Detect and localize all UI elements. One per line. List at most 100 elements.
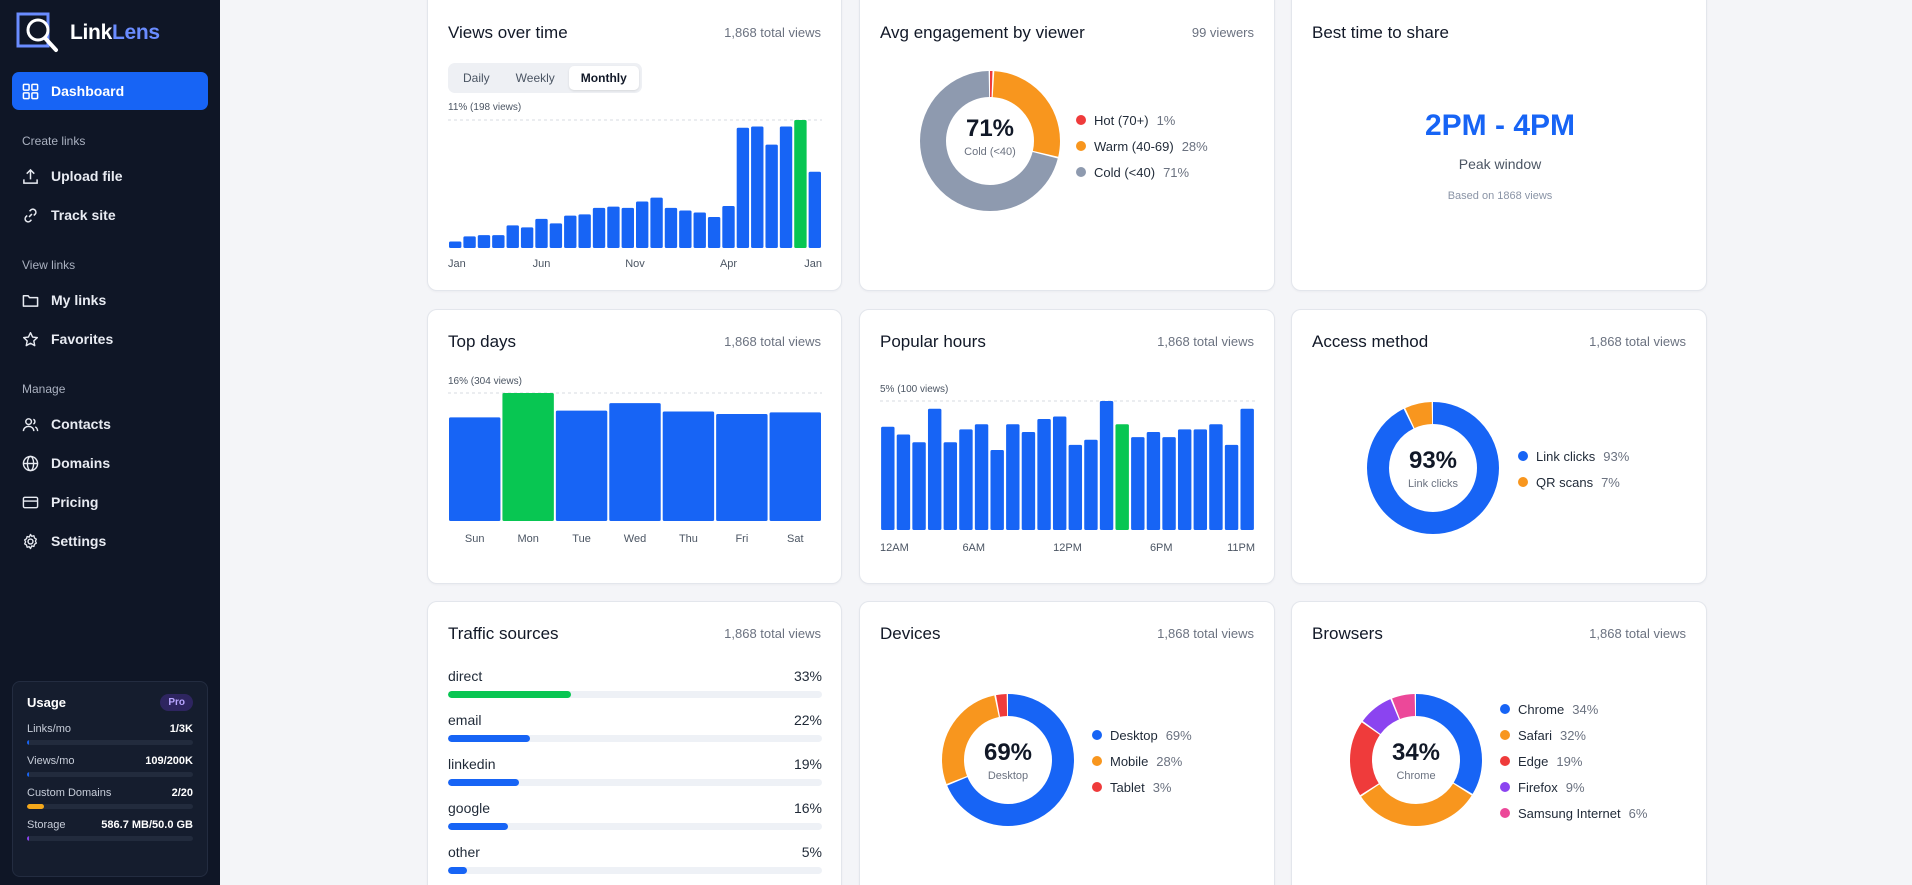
bar[interactable]	[1209, 424, 1223, 530]
traffic-source-row[interactable]: google 16%	[448, 800, 822, 830]
bar[interactable]	[650, 197, 663, 248]
bar[interactable]	[520, 227, 534, 248]
bar[interactable]	[502, 393, 554, 521]
bar[interactable]	[449, 417, 501, 521]
bar[interactable]	[1037, 419, 1051, 530]
bar[interactable]	[463, 236, 476, 248]
bar[interactable]	[1224, 444, 1239, 530]
bar[interactable]	[751, 126, 764, 248]
bar[interactable]	[974, 424, 989, 530]
bar[interactable]	[1006, 424, 1020, 530]
traffic-source-row[interactable]: direct 33%	[448, 668, 822, 698]
donut-slice[interactable]	[942, 694, 1074, 826]
bar[interactable]	[722, 205, 735, 248]
sidebar-item-contacts[interactable]: Contacts	[12, 405, 208, 443]
bar[interactable]	[1240, 408, 1254, 530]
bar[interactable]	[1099, 401, 1114, 530]
bar[interactable]	[477, 235, 491, 248]
donut-slice[interactable]	[1367, 402, 1499, 534]
donut-slice[interactable]	[1350, 694, 1482, 826]
legend-item[interactable]: Tablet 3%	[1092, 774, 1192, 800]
tab-monthly[interactable]: Monthly	[568, 66, 639, 90]
bar[interactable]	[564, 215, 577, 248]
legend-item[interactable]: Warm (40-69) 28%	[1076, 133, 1208, 159]
legend-item[interactable]: Cold (<40) 71%	[1076, 159, 1208, 185]
sidebar-item-favorites[interactable]: Favorites	[12, 320, 208, 358]
donut-slice[interactable]	[920, 71, 1060, 211]
bar[interactable]	[662, 411, 715, 521]
sidebar-item-pricing[interactable]: Pricing	[12, 483, 208, 521]
bar[interactable]	[592, 207, 606, 248]
donut-slice[interactable]	[942, 694, 1074, 826]
bar[interactable]	[927, 408, 942, 530]
bar[interactable]	[1193, 429, 1208, 530]
bar[interactable]	[449, 241, 462, 248]
sidebar-item-track-site[interactable]: Track site	[12, 196, 208, 234]
bar[interactable]	[549, 223, 563, 248]
bar[interactable]	[1052, 416, 1067, 530]
bar[interactable]	[1068, 444, 1083, 530]
tab-weekly[interactable]: Weekly	[515, 71, 555, 85]
bar[interactable]	[959, 429, 973, 530]
bar[interactable]	[736, 127, 750, 248]
bar[interactable]	[609, 403, 661, 521]
bar[interactable]	[716, 414, 768, 521]
bar[interactable]	[621, 207, 634, 248]
legend-item[interactable]: QR scans 7%	[1518, 469, 1629, 495]
bar[interactable]	[535, 218, 548, 248]
bar[interactable]	[578, 214, 591, 248]
traffic-source-row[interactable]: email 22%	[448, 712, 822, 742]
legend-item[interactable]: Firefox 9%	[1500, 774, 1647, 800]
bar[interactable]	[1115, 424, 1129, 530]
sidebar-item-upload-file[interactable]: Upload file	[12, 157, 208, 195]
tab-daily[interactable]: Daily	[463, 71, 490, 85]
bar[interactable]	[779, 126, 793, 248]
bar[interactable]	[990, 450, 1004, 530]
bar[interactable]	[693, 212, 706, 248]
bar[interactable]	[607, 206, 620, 248]
bar[interactable]	[765, 144, 778, 248]
bar[interactable]	[881, 426, 895, 530]
app-logo[interactable]: LinkLens	[16, 12, 160, 54]
bar[interactable]	[636, 201, 649, 248]
bar[interactable]	[679, 210, 692, 248]
bar[interactable]	[808, 171, 821, 248]
legend-item[interactable]: Hot (70+) 1%	[1076, 107, 1208, 133]
legend-item[interactable]: Desktop 69%	[1092, 722, 1192, 748]
bar[interactable]	[1021, 431, 1036, 530]
donut-slice[interactable]	[920, 71, 1060, 211]
bar[interactable]	[1146, 431, 1161, 530]
legend-item[interactable]: Safari 32%	[1500, 722, 1647, 748]
bar[interactable]	[794, 120, 807, 248]
x-tick-label: Apr	[720, 258, 737, 270]
donut-slice[interactable]	[1350, 694, 1482, 826]
bar[interactable]	[1177, 429, 1192, 530]
bar[interactable]	[492, 235, 505, 248]
legend-item[interactable]: Chrome 34%	[1500, 696, 1647, 722]
sidebar-item-dashboard[interactable]: Dashboard	[12, 72, 208, 110]
bar[interactable]	[664, 207, 678, 248]
sidebar-item-settings[interactable]: Settings	[12, 522, 208, 560]
donut-slice[interactable]	[1350, 694, 1482, 826]
sidebar-item-my-links[interactable]: My links	[12, 281, 208, 319]
bar[interactable]	[943, 442, 958, 530]
legend-item[interactable]: Link clicks 93%	[1518, 443, 1629, 469]
bar[interactable]	[707, 216, 721, 248]
bar[interactable]	[506, 225, 519, 248]
bar[interactable]	[912, 442, 926, 530]
bar[interactable]	[555, 410, 608, 521]
bar[interactable]	[1131, 437, 1145, 530]
legend-item[interactable]: Samsung Internet 6%	[1500, 800, 1647, 826]
bar[interactable]	[1084, 439, 1098, 530]
bar[interactable]	[1162, 437, 1176, 530]
bar[interactable]	[769, 412, 821, 521]
bar[interactable]	[896, 434, 911, 530]
donut-slice[interactable]	[920, 71, 1060, 211]
card-subtitle: 1,868 total views	[724, 334, 821, 349]
sidebar-item-domains[interactable]: Domains	[12, 444, 208, 482]
sidebar-item-label: Upload file	[51, 168, 123, 184]
traffic-source-row[interactable]: other 5%	[448, 844, 822, 874]
legend-item[interactable]: Edge 19%	[1500, 748, 1647, 774]
legend-item[interactable]: Mobile 28%	[1092, 748, 1192, 774]
traffic-source-row[interactable]: linkedin 19%	[448, 756, 822, 786]
